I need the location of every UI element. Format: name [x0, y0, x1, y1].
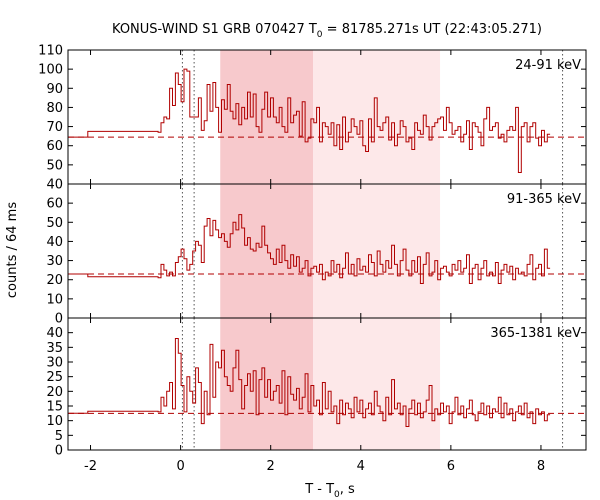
x-tick-label: 0 [176, 459, 184, 474]
x-tick-label: -2 [84, 459, 97, 474]
shaded-interval-2 [313, 184, 441, 318]
y-tick-label: 50 [46, 216, 63, 231]
panel-frame [67, 317, 587, 451]
y-tick-label: 15 [46, 400, 63, 415]
x-tick-label: 6 [447, 459, 455, 474]
y-tick-label: 70 [46, 120, 63, 135]
y-tick-label: 10 [46, 414, 63, 429]
y-tick-label: 0 [55, 444, 63, 459]
y-tick-label: 50 [46, 158, 63, 173]
shaded-interval-2 [313, 318, 441, 450]
y-tick-label: 90 [46, 82, 63, 97]
y-tick-label: 100 [38, 63, 63, 78]
shaded-interval-1 [220, 318, 314, 450]
x-tick-label: 8 [537, 459, 545, 474]
y-tick-label: 80 [46, 101, 63, 116]
panel-1: 40 50 60 70 80 90 100 110 24-91 keV [38, 44, 587, 193]
y-tick-label: 40 [46, 235, 63, 250]
y-tick-label: 25 [46, 370, 63, 385]
panel-2: 0 10 20 30 40 50 60 91-365 keV [46, 183, 587, 327]
y-tick-label: 0 [55, 312, 63, 327]
y-tick-label: 60 [46, 139, 63, 154]
y-axis-label: counts / 64 ms [5, 202, 20, 298]
panel-energy-label: 365-1381 keV [490, 326, 581, 341]
y-tick-label: 40 [46, 178, 63, 193]
y-tick-label: 40 [46, 326, 63, 341]
y-tick-label: 20 [46, 385, 63, 400]
x-axis-label: T - T0, s [304, 482, 355, 500]
chart-title: KONUS-WIND S1 GRB 070427 T0 = 81785.271s… [112, 22, 542, 40]
light-curve-series [68, 338, 551, 427]
y-tick-label: 110 [38, 44, 63, 59]
y-tick-label: 5 [55, 429, 63, 444]
panel-energy-label: 24-91 keV [515, 58, 581, 73]
y-tick-label: 30 [46, 254, 63, 269]
x-tick-label: 2 [267, 459, 275, 474]
panel-energy-label: 91-365 keV [507, 192, 581, 207]
y-tick-label: 20 [46, 273, 63, 288]
y-tick-label: 30 [46, 356, 63, 371]
y-tick-label: 10 [46, 292, 63, 307]
y-tick-label: 60 [46, 197, 63, 212]
shaded-interval-2 [313, 50, 441, 184]
x-tick-label: 4 [357, 459, 365, 474]
light-curve-series [68, 214, 551, 284]
light-curve-series [68, 68, 551, 173]
shaded-interval-1 [220, 184, 314, 318]
y-tick-label: 35 [46, 341, 63, 356]
